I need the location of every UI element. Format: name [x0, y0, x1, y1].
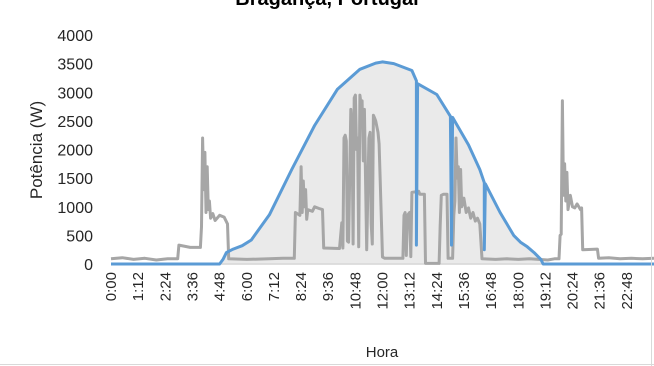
x-tick-label: 19:12 [537, 272, 554, 310]
x-tick-label: 0:00 [103, 272, 120, 301]
frame-border-bottom [0, 364, 654, 365]
y-tick-label: 1500 [57, 171, 93, 188]
x-tick-label: 4:48 [212, 272, 229, 301]
y-tick-label: 2500 [57, 114, 93, 131]
x-tick-label: 10:48 [347, 272, 364, 310]
x-tick-label: 20:24 [565, 272, 582, 310]
x-tick-label: 21:36 [592, 272, 609, 310]
x-tick-label: 6:00 [239, 272, 256, 301]
x-tick-label: 9:36 [320, 272, 337, 301]
y-tick-label: 0 [84, 257, 93, 274]
series-1-area [111, 61, 654, 265]
y-tick-label: 4000 [57, 28, 93, 45]
chart-title: Bragança, Portugal [0, 0, 654, 11]
y-tick-label: 500 [66, 228, 93, 245]
y-axis: 0 500 1000 1500 2000 2500 3000 3500 4000 [57, 28, 93, 274]
y-axis-label: Potência (W) [27, 101, 46, 199]
y-tick-label: 1000 [57, 200, 93, 217]
x-axis: 0:00 1:12 2:24 3:36 4:48 6:00 7:12 8:24 9:36 10:4… [103, 263, 654, 310]
y-tick-label: 3000 [57, 85, 93, 102]
x-tick-label: 18:00 [510, 272, 527, 310]
plot-area [110, 60, 654, 266]
x-tick-label: 22:48 [619, 272, 636, 310]
x-axis-label: Hora [366, 344, 399, 361]
x-tick-label: 3:36 [184, 272, 201, 301]
x-tick-label: 1:12 [130, 272, 147, 301]
x-tick-label: 8:24 [293, 272, 310, 301]
x-tick-label: 12:00 [375, 272, 392, 310]
x-tick-label: 13:12 [402, 272, 419, 310]
frame-border-right [651, 0, 652, 366]
x-tick-label: 16:48 [483, 272, 500, 310]
x-tick-label: 7:12 [266, 272, 283, 301]
x-tick-label: 14:24 [429, 272, 446, 310]
series-1-line [111, 60, 654, 266]
x-tick-label: 2:24 [157, 272, 174, 301]
y-tick-label: 2000 [57, 143, 93, 160]
y-tick-label: 3500 [57, 57, 93, 74]
series-2-line [110, 93, 654, 265]
x-tick-label: 15:36 [456, 272, 473, 310]
